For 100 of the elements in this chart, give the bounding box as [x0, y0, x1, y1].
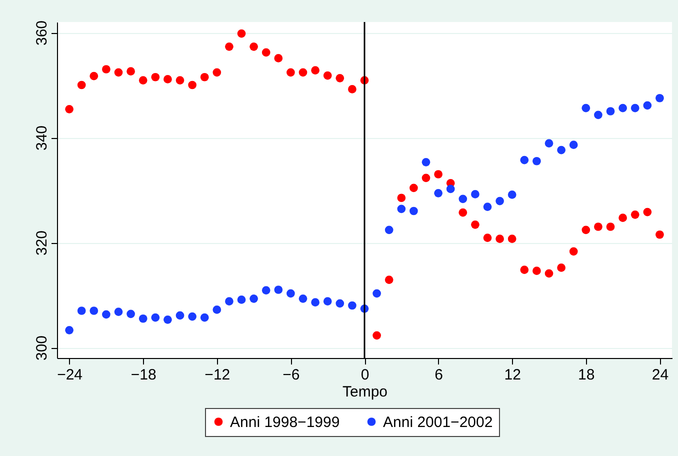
point: [77, 306, 86, 315]
point: [200, 72, 209, 82]
point: [643, 101, 652, 110]
point: [618, 214, 627, 222]
point: [446, 184, 455, 194]
point: [410, 184, 418, 192]
point: [569, 247, 578, 256]
point: [336, 299, 344, 308]
point: [126, 67, 135, 76]
point: [298, 294, 308, 303]
point: [188, 80, 196, 90]
y-tick-label: 320: [34, 230, 50, 256]
point: [336, 74, 344, 82]
point: [250, 294, 258, 303]
legend-label: Anni 2001−2002: [383, 414, 493, 431]
point: [532, 156, 541, 166]
x-tick-label: −6: [282, 366, 300, 384]
y-tick-label: 340: [34, 125, 50, 151]
point: [90, 72, 98, 80]
point: [311, 66, 320, 74]
point: [164, 316, 172, 324]
point: [557, 146, 566, 154]
point: [77, 80, 86, 90]
point: [114, 308, 123, 316]
point: [544, 139, 554, 148]
point: [237, 29, 246, 38]
point: [483, 202, 492, 211]
point: [410, 206, 418, 216]
point: [557, 264, 566, 272]
point: [532, 266, 541, 276]
point: [483, 234, 492, 242]
point: [618, 104, 627, 112]
point: [544, 269, 554, 278]
point: [397, 204, 406, 214]
point: [508, 190, 516, 199]
point: [237, 296, 246, 304]
point: [286, 68, 295, 77]
point: [422, 158, 430, 166]
point: [458, 208, 468, 217]
point: [286, 289, 295, 298]
point: [262, 286, 270, 294]
point: [594, 222, 602, 231]
point: [471, 190, 480, 198]
point: [225, 297, 234, 306]
point: [582, 104, 590, 112]
point: [384, 276, 394, 284]
point: [176, 311, 184, 320]
point: [496, 234, 504, 243]
point: [606, 107, 615, 116]
point: [114, 68, 123, 77]
point: [434, 170, 442, 178]
point: [65, 104, 74, 114]
point: [212, 68, 222, 77]
point: [274, 54, 283, 62]
point: [630, 104, 640, 112]
point: [520, 156, 529, 164]
point: [606, 222, 615, 231]
point: [212, 306, 222, 314]
x-tick-label: −24: [57, 366, 83, 384]
point: [188, 312, 196, 321]
point: [630, 210, 640, 219]
legend-label: Anni 1998−1999: [230, 414, 340, 431]
point: [298, 68, 308, 77]
point: [458, 194, 468, 204]
point: [311, 298, 320, 307]
point: [164, 75, 172, 84]
x-tick-label: 12: [504, 366, 521, 384]
point: [372, 289, 381, 298]
point: [569, 140, 578, 150]
point: [643, 208, 652, 216]
x-tick-label: −18: [130, 366, 156, 384]
point: [656, 94, 664, 102]
point: [434, 188, 442, 198]
point: [594, 110, 602, 120]
point: [274, 286, 283, 294]
point: [582, 226, 590, 234]
y-tick-label: 300: [34, 335, 50, 361]
point: [397, 194, 406, 202]
point: [471, 220, 480, 229]
point: [348, 301, 356, 310]
x-tick-label: 24: [652, 366, 669, 384]
x-tick-label: 18: [578, 366, 595, 384]
point: [656, 230, 664, 239]
point: [65, 326, 74, 334]
x-axis-title: Tempo: [342, 384, 388, 400]
x-tick-label: 0: [360, 366, 370, 384]
point: [496, 196, 504, 206]
point: [151, 72, 160, 82]
point: [90, 306, 98, 315]
point: [225, 42, 234, 51]
x-tick-label: −12: [204, 366, 230, 384]
point: [323, 71, 332, 80]
point: [138, 76, 148, 84]
point: [520, 266, 529, 274]
point: [151, 313, 160, 322]
point: [323, 297, 332, 306]
point: [384, 226, 394, 234]
point: [126, 310, 135, 318]
point: [102, 65, 110, 74]
point: [348, 85, 356, 94]
